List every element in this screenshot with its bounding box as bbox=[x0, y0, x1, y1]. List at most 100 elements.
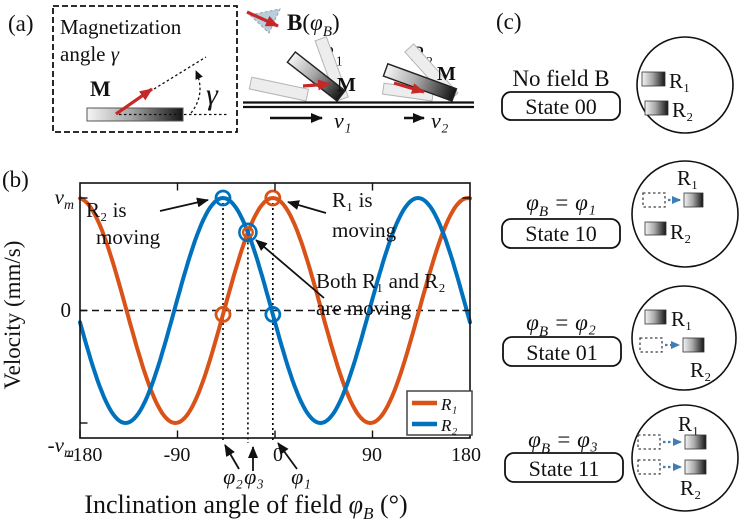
state00-r2-robot bbox=[644, 100, 669, 116]
state00-box bbox=[501, 91, 621, 121]
legend-label-r1: R₁ bbox=[440, 395, 457, 414]
panel-a-title-line2: angle γ bbox=[60, 42, 120, 66]
xtick--90: -90 bbox=[164, 444, 191, 466]
phi2-label: φ₂ bbox=[223, 464, 243, 489]
state11-condition: φB = φ₃ bbox=[528, 427, 598, 457]
state10-label: State 10 bbox=[525, 221, 597, 246]
gamma-angle-arc bbox=[190, 70, 203, 114]
m-arrow-r2 bbox=[393, 81, 425, 94]
x-axis-label: Inclination angle of field φB (°) bbox=[84, 490, 407, 523]
panel-b-tag: (b) bbox=[2, 167, 29, 192]
state-block-01: φB = φ₂ State 01 R₁ R₂ bbox=[502, 285, 737, 391]
annotation-both-line1: Both R₁ and R₂ bbox=[316, 269, 446, 293]
state01-circle bbox=[631, 285, 737, 391]
state00-r1-label: R₁ bbox=[669, 69, 690, 93]
state01-label: State 01 bbox=[526, 340, 598, 365]
m-label-r1: M bbox=[337, 74, 356, 96]
phi2-arrow bbox=[224, 444, 240, 470]
state00-r2-label: R₂ bbox=[672, 98, 693, 122]
state01-r2-ghost bbox=[639, 337, 663, 353]
legend-label-r2: R₂ bbox=[440, 416, 457, 435]
state10-r1-robot bbox=[683, 192, 704, 208]
marker-both-outer bbox=[238, 222, 258, 243]
annotation-both-line2: are moving bbox=[316, 296, 412, 320]
marker-R₁ bbox=[214, 306, 232, 323]
magnetization-arrow bbox=[115, 87, 153, 116]
phi-angle-labels: φ₂ φ₃ φ₁ bbox=[223, 442, 311, 489]
annotation-r2-moving-line2: moving bbox=[96, 225, 161, 249]
state10-r1-ghost bbox=[642, 192, 666, 208]
field-diagram: B(φB) R₁ R₂ M M v₁ v₂ bbox=[243, 8, 474, 133]
annotation-r1-moving-line1: R₁ is bbox=[332, 188, 373, 212]
state11-label: State 11 bbox=[529, 456, 600, 481]
ytick-vm: vm bbox=[55, 185, 74, 212]
annotation-r1-moving-line2: moving bbox=[332, 218, 397, 242]
state00-condition: No field B bbox=[512, 66, 609, 91]
robot-r2 bbox=[381, 43, 459, 102]
state01-condition: φB = φ₂ bbox=[526, 310, 596, 340]
state10-r2-robot bbox=[644, 221, 667, 236]
legend-box bbox=[406, 390, 473, 436]
y-axis-label: Velocity (mm/s) bbox=[0, 241, 25, 390]
panel-a-tag: (a) bbox=[8, 11, 34, 36]
marker-R₂ bbox=[214, 189, 232, 207]
panel-c: (c) No field B State 00 R₁ R₂ φB = φ₁ St… bbox=[496, 9, 739, 512]
panel-b-chart: (b) vm 0 -vm Velocity (mm/s) -180 -90 0 … bbox=[0, 167, 481, 523]
x-tick-labels: -180 -90 0 90 180 bbox=[66, 444, 481, 466]
state10-circle bbox=[631, 160, 739, 268]
chart-annotations: R₂ is moving R₁ is moving Both R₁ and R₂… bbox=[86, 188, 446, 320]
state11-r2-ghost bbox=[637, 459, 661, 475]
xtick-0: 0 bbox=[273, 444, 283, 466]
state00-circle bbox=[636, 36, 734, 134]
xtick-90: 90 bbox=[362, 444, 382, 466]
state10-r1-label: R₁ bbox=[677, 166, 698, 190]
state11-r1-label: R₁ bbox=[678, 412, 699, 436]
state00-label: State 00 bbox=[525, 94, 597, 119]
m-label-r2: M bbox=[437, 63, 456, 85]
marker-both-inner bbox=[241, 226, 254, 239]
phi1-arrow bbox=[277, 442, 298, 470]
annotation-r1-arrow bbox=[287, 200, 327, 214]
curves-layer bbox=[78, 189, 472, 443]
state10-condition: φB = φ₁ bbox=[526, 190, 596, 220]
xtick-180: 180 bbox=[451, 444, 481, 466]
state01-r2-label: R₂ bbox=[690, 358, 711, 382]
phi1-label: φ₁ bbox=[291, 464, 311, 489]
state01-r2-robot bbox=[682, 337, 705, 353]
state11-r2-robot bbox=[684, 459, 707, 475]
panel-a-title-line1: Magnetization bbox=[60, 15, 182, 39]
annotation-both-arrow bbox=[255, 239, 325, 299]
state10-box bbox=[501, 218, 621, 249]
state-block-10: φB = φ₁ State 10 R₁ R₂ bbox=[501, 160, 739, 268]
state11-box bbox=[504, 452, 624, 483]
m-label-a: M bbox=[90, 76, 111, 101]
state-block-11: φB = φ₃ State 11 R₁ R₂ bbox=[504, 404, 739, 512]
v2-label: v₂ bbox=[431, 108, 449, 133]
curve-r1 bbox=[78, 196, 472, 425]
marker-R₂ bbox=[264, 306, 282, 323]
state01-r1-label: R₁ bbox=[671, 307, 692, 331]
state01-box bbox=[502, 336, 622, 367]
state00-r1-robot bbox=[641, 71, 666, 87]
annotation-r2-arrow bbox=[159, 197, 209, 212]
field-label: B(φB) bbox=[287, 10, 340, 40]
marker-R₁ bbox=[264, 189, 282, 207]
state11-circle bbox=[631, 404, 739, 512]
ytick-neg-vm: -vm bbox=[48, 433, 74, 460]
annotation-r2-moving-line1: R₂ is bbox=[86, 198, 127, 222]
gamma-label: γ bbox=[206, 78, 219, 111]
state11-r1-robot bbox=[684, 434, 707, 450]
xtick--180: -180 bbox=[66, 444, 103, 466]
magnetization-dotted-extension bbox=[153, 56, 207, 90]
chart-legend: R₁ R₂ bbox=[406, 390, 473, 436]
state01-r1-robot bbox=[644, 309, 667, 325]
phi3-label: φ₃ bbox=[244, 464, 264, 489]
ytick-zero: 0 bbox=[61, 298, 72, 322]
state11-r2-label: R₂ bbox=[680, 476, 701, 500]
state-block-00: No field B State 00 R₁ R₂ bbox=[501, 36, 734, 134]
field-arrow-icon bbox=[246, 10, 279, 28]
m-arrow-r1 bbox=[302, 79, 331, 91]
v1-label: v₁ bbox=[334, 108, 351, 133]
